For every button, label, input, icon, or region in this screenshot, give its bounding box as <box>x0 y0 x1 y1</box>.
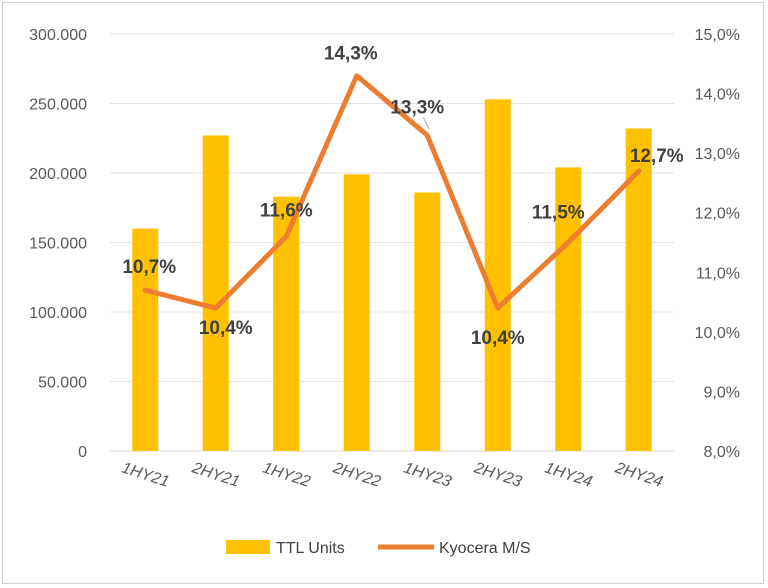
x-tick-label: 1HY21 <box>119 460 171 491</box>
y-right-tick-label: 10,0% <box>695 325 740 342</box>
y-left-tick-label: 300.000 <box>29 27 87 44</box>
y-right-tick-label: 8,0% <box>704 444 740 461</box>
line-point <box>497 307 499 309</box>
x-tick-label: 1HY22 <box>260 460 312 491</box>
line-point <box>356 75 358 77</box>
y-right-tick-label: 14,0% <box>695 87 740 104</box>
line-data-label: 11,5% <box>532 203 585 224</box>
bar <box>343 174 370 451</box>
line-data-label: 12,7% <box>630 146 684 167</box>
line-data-labels: 10,7% 10,4% 11,6% 14,3% 13,3% 10,4% 11,5% 12,7% <box>122 44 683 349</box>
line-data-label: 11,6% <box>260 201 313 222</box>
y-left-tick-label: 50.000 <box>38 375 87 392</box>
line-series-kyocera-ms <box>142 73 642 311</box>
line-point <box>567 242 569 243</box>
legend-label-kyocera-ms: Kyocera M/S <box>439 540 531 557</box>
label-leader-line <box>422 117 430 130</box>
bar <box>414 192 441 451</box>
y-left-tick-label: 100.000 <box>29 305 87 322</box>
legend-label-ttl-units: TTL Units <box>276 540 345 557</box>
bar <box>202 135 229 451</box>
y-right-tick-label: 9,0% <box>704 384 740 401</box>
line-point <box>215 307 217 309</box>
line-data-label: 10,4% <box>471 328 525 349</box>
legend-swatch-bar <box>226 540 270 554</box>
x-tick-label: 2HY22 <box>330 459 383 491</box>
x-tick-label: 1HY23 <box>401 460 453 491</box>
bar <box>132 228 159 451</box>
y-right-tick-label: 12,0% <box>695 206 740 223</box>
bar <box>484 99 511 451</box>
bar-series-ttl-units <box>132 99 652 451</box>
y-left-tick-label: 200.000 <box>29 166 87 183</box>
y-axis-right: 8,0% 9,0% 10,0% 11,0% 12,0% 13,0% 14,0% 15,0% <box>695 27 740 461</box>
line-data-label: 13,3% <box>390 97 444 118</box>
line-data-label: 10,4% <box>199 318 253 339</box>
line-data-label: 14,3% <box>324 44 378 65</box>
line-point <box>285 236 287 238</box>
line-point <box>638 170 640 172</box>
line-point <box>426 134 428 136</box>
y-right-tick-label: 15,0% <box>695 27 740 44</box>
x-tick-label: 2HY24 <box>612 459 665 491</box>
bar <box>555 167 582 451</box>
x-tick-label: 1HY24 <box>542 460 594 491</box>
line-path <box>142 73 642 311</box>
legend: TTL Units Kyocera M/S <box>226 540 531 557</box>
y-right-tick-label: 13,0% <box>695 146 740 163</box>
y-left-tick-label: 250.000 <box>29 97 87 114</box>
y-axis-left: 0 50.000 100.000 150.000 200.000 250.000 300.0… <box>29 27 87 461</box>
y-left-tick-label: 0 <box>78 444 87 461</box>
x-axis: 1HY21 2HY21 1HY22 2HY22 1HY23 2HY23 1HY24 2HY24 <box>119 459 664 491</box>
line-data-label: 10,7% <box>122 257 176 278</box>
y-right-tick-label: 11,0% <box>696 265 740 282</box>
line-point <box>144 289 146 291</box>
x-tick-label: 2HY21 <box>189 459 242 491</box>
y-left-tick-label: 150.000 <box>29 236 87 253</box>
x-tick-label: 2HY23 <box>471 459 524 491</box>
